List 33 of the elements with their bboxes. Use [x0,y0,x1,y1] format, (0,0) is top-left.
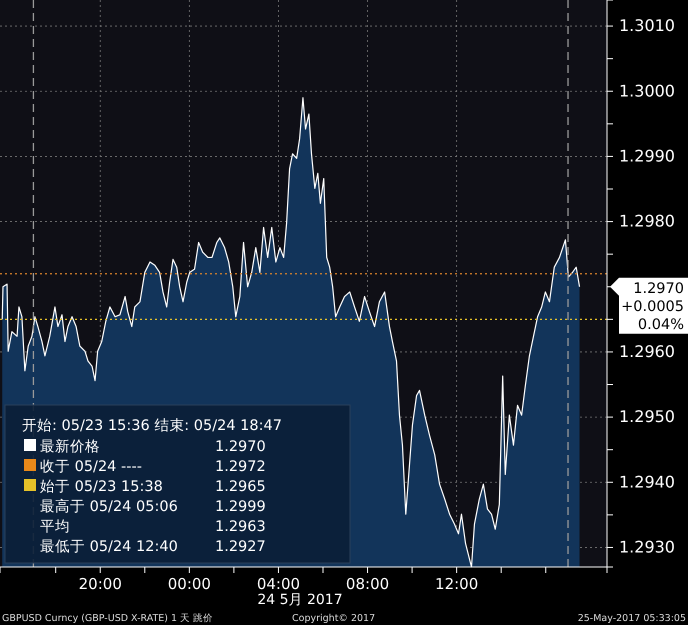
text: 24 5月 2017 [257,592,343,608]
text: 0.04% [638,316,684,333]
annotation: 最高于 05/24 05:06 [40,498,178,515]
annotation: 开始: 05/23 15:36 结束: 05/24 18:47 [22,417,282,434]
x-tick-label: 20:00 [78,574,122,593]
text: +0.0005 [621,298,684,315]
annotation: 1.2999 [215,499,266,515]
annotation: 最低于 05/24 12:40 [40,539,178,555]
text: Copyright© 2017 [292,613,376,624]
y-tick-label: 1.2990 [619,146,675,166]
x-tick-label: 08:00 [346,574,390,593]
x-tick-label: 04:00 [256,574,300,593]
annotation: 1.2970 [215,439,266,455]
annotation: 1.2965 [215,479,266,495]
x-tick-label: 00:00 [168,574,211,593]
annotation: 平均 [40,518,70,535]
text: 25-May-2017 05:33:05 [578,613,686,624]
annotation: 最新价格 [40,438,100,455]
y-tick-label: 1.3000 [619,81,675,100]
y-tick-label: 1.2980 [619,212,675,231]
text: 1.2970 [633,280,684,297]
y-tick-label: 1.2950 [619,407,675,426]
annotation: 1.2972 [215,459,266,475]
annotation: 收于 05/24 ---- [40,459,142,475]
y-tick-label: 1.2930 [619,538,675,557]
annotation: 1.2963 [215,519,266,535]
text: GBPUSD Curncy (GBP-USD X-RATE) 1 天 跳价 [2,612,214,624]
y-tick-label: 1.3010 [619,16,675,36]
x-tick-label: 12:00 [435,574,478,593]
y-tick-label: 1.2940 [619,472,675,492]
y-tick-label: 1.2960 [619,342,675,362]
annotation: 始于 05/23 15:38 [40,479,163,495]
annotation: 1.2927 [215,539,266,555]
